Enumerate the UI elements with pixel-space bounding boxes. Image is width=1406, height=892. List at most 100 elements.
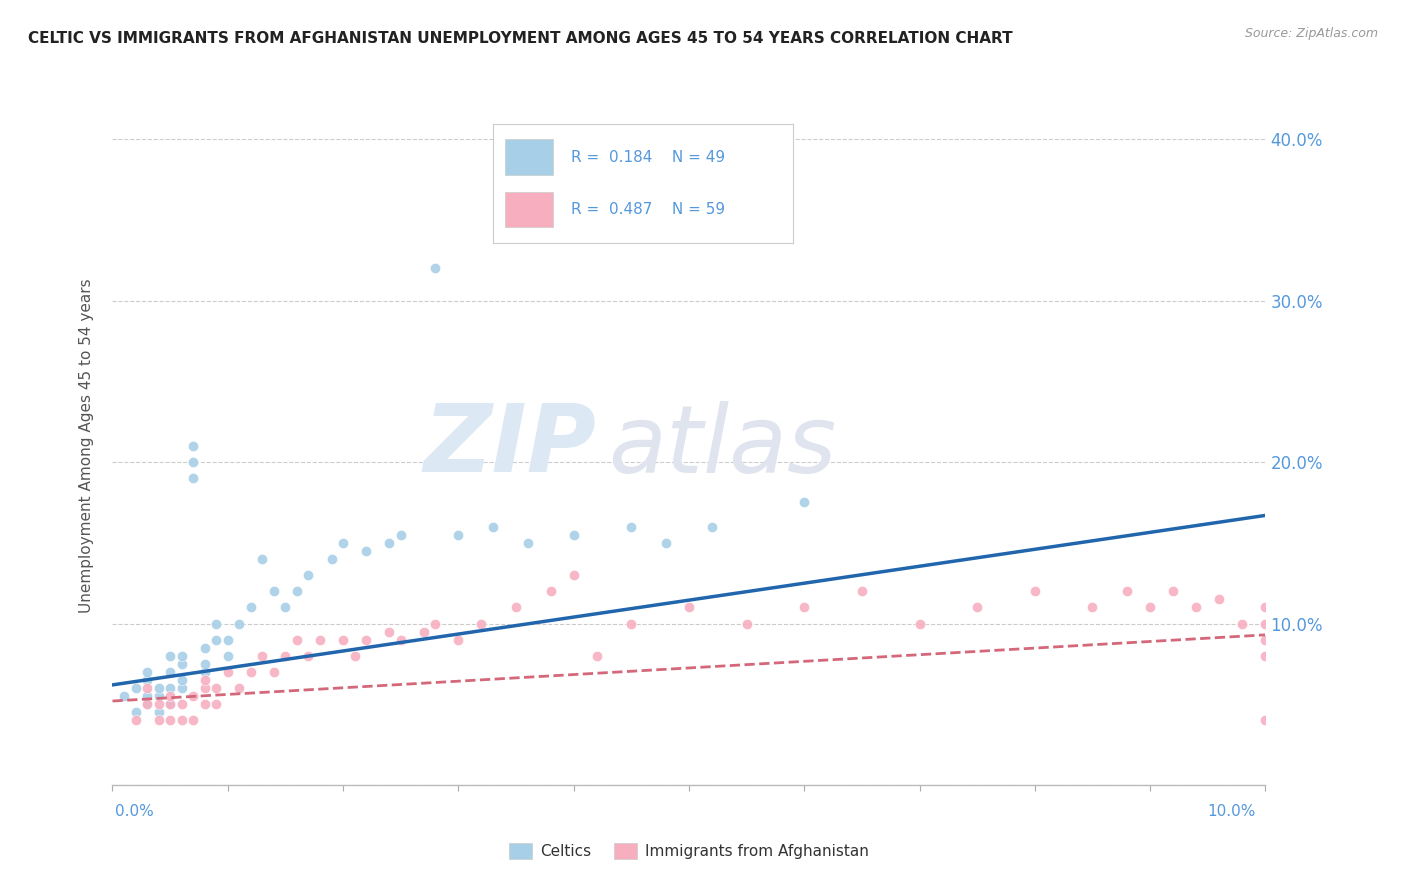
Point bbox=[194, 657, 217, 671]
Point bbox=[263, 584, 285, 599]
Point bbox=[354, 632, 377, 647]
Point bbox=[793, 600, 815, 615]
Point bbox=[425, 616, 447, 631]
Point bbox=[1254, 632, 1277, 647]
Point bbox=[217, 665, 239, 679]
Point bbox=[263, 665, 285, 679]
Point bbox=[378, 624, 401, 639]
Point bbox=[181, 471, 204, 485]
Text: 0.0%: 0.0% bbox=[115, 805, 155, 819]
Point bbox=[170, 714, 193, 728]
Point bbox=[447, 632, 470, 647]
Point bbox=[148, 706, 170, 720]
Point bbox=[1254, 714, 1277, 728]
Point bbox=[1081, 600, 1104, 615]
Point bbox=[1024, 584, 1046, 599]
Point bbox=[332, 536, 354, 550]
Point bbox=[735, 616, 758, 631]
Point bbox=[389, 632, 412, 647]
Point bbox=[389, 528, 412, 542]
Y-axis label: Unemployment Among Ages 45 to 54 years: Unemployment Among Ages 45 to 54 years bbox=[79, 278, 94, 614]
Point bbox=[205, 681, 228, 695]
Point bbox=[181, 714, 204, 728]
Point bbox=[136, 698, 159, 712]
Point bbox=[217, 632, 239, 647]
Point bbox=[159, 714, 181, 728]
Point bbox=[620, 616, 643, 631]
Point bbox=[700, 519, 723, 533]
Text: atlas: atlas bbox=[609, 401, 837, 491]
Point bbox=[274, 600, 297, 615]
Point bbox=[181, 689, 204, 703]
Point bbox=[148, 689, 170, 703]
Point bbox=[1185, 600, 1208, 615]
Text: CELTIC VS IMMIGRANTS FROM AFGHANISTAN UNEMPLOYMENT AMONG AGES 45 TO 54 YEARS COR: CELTIC VS IMMIGRANTS FROM AFGHANISTAN UN… bbox=[28, 31, 1012, 46]
Point bbox=[1254, 648, 1277, 663]
Point bbox=[1232, 616, 1254, 631]
Point bbox=[285, 632, 308, 647]
Point bbox=[285, 584, 308, 599]
Point bbox=[470, 616, 492, 631]
Point bbox=[239, 665, 262, 679]
Point bbox=[447, 528, 470, 542]
Point bbox=[205, 632, 228, 647]
Point bbox=[148, 714, 170, 728]
Point bbox=[516, 536, 538, 550]
Point bbox=[354, 544, 377, 558]
Point bbox=[1139, 600, 1161, 615]
Point bbox=[252, 552, 274, 566]
Point bbox=[851, 584, 873, 599]
Point bbox=[136, 681, 159, 695]
Point bbox=[170, 673, 193, 687]
Point bbox=[159, 698, 181, 712]
Text: ZIP: ZIP bbox=[423, 400, 596, 492]
Point bbox=[297, 568, 319, 582]
Text: Source: ZipAtlas.com: Source: ZipAtlas.com bbox=[1244, 27, 1378, 40]
Point bbox=[194, 673, 217, 687]
Point bbox=[194, 665, 217, 679]
Point bbox=[136, 689, 159, 703]
Point bbox=[908, 616, 931, 631]
Point bbox=[136, 673, 159, 687]
Text: 10.0%: 10.0% bbox=[1208, 805, 1256, 819]
Point bbox=[1208, 592, 1230, 607]
Point bbox=[482, 519, 505, 533]
Point bbox=[170, 681, 193, 695]
Point bbox=[309, 632, 332, 647]
Point bbox=[228, 681, 250, 695]
Point bbox=[159, 698, 181, 712]
Point bbox=[181, 455, 204, 469]
Point bbox=[205, 616, 228, 631]
Point bbox=[620, 519, 643, 533]
Point bbox=[124, 706, 146, 720]
Point bbox=[112, 689, 135, 703]
Point bbox=[1254, 616, 1277, 631]
Point bbox=[136, 698, 159, 712]
Point bbox=[678, 600, 700, 615]
Point bbox=[540, 584, 562, 599]
Point bbox=[378, 536, 401, 550]
Point bbox=[159, 681, 181, 695]
Legend: Celtics, Immigrants from Afghanistan: Celtics, Immigrants from Afghanistan bbox=[503, 838, 875, 865]
Point bbox=[124, 714, 146, 728]
Point bbox=[1254, 600, 1277, 615]
Point bbox=[412, 624, 434, 639]
Point bbox=[148, 681, 170, 695]
Point bbox=[252, 648, 274, 663]
Point bbox=[170, 648, 193, 663]
Point bbox=[159, 689, 181, 703]
Point bbox=[148, 698, 170, 712]
Point bbox=[239, 600, 262, 615]
Point bbox=[321, 552, 343, 566]
Point bbox=[194, 698, 217, 712]
Point bbox=[425, 261, 447, 276]
Point bbox=[966, 600, 988, 615]
Point bbox=[332, 632, 354, 647]
Point bbox=[793, 495, 815, 509]
Point bbox=[194, 681, 217, 695]
Point bbox=[228, 616, 250, 631]
Point bbox=[655, 536, 678, 550]
Point bbox=[343, 648, 366, 663]
Point bbox=[205, 698, 228, 712]
Point bbox=[297, 648, 319, 663]
